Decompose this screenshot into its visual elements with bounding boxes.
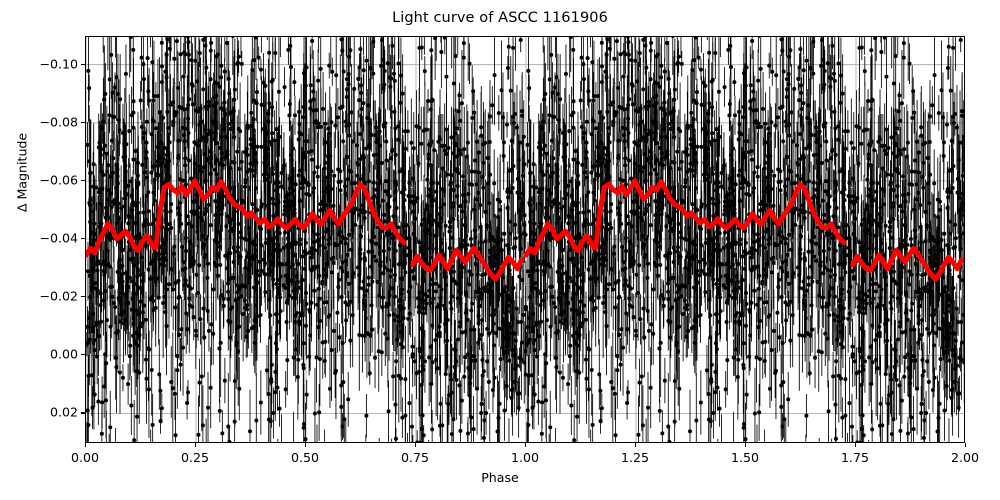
plot-canvas [86, 37, 964, 442]
x-tick-mark [195, 443, 197, 447]
plot-area[interactable] [85, 36, 965, 443]
x-tick-label: 0.25 [180, 450, 210, 465]
x-tick-label: 1.25 [620, 450, 650, 465]
x-tick-mark [635, 443, 637, 447]
x-tick-label: 1.75 [840, 450, 870, 465]
binned-mean-line [86, 178, 964, 282]
y-axis-label: Δ Magnitude [14, 132, 30, 213]
y-tick-label: −0.02 [39, 288, 78, 304]
x-tick-label: 0.75 [400, 450, 430, 465]
x-tick-label: 1.00 [510, 450, 540, 465]
y-tick-label: 0.00 [49, 346, 78, 362]
x-tick-label: 2.00 [950, 450, 980, 465]
x-tick-mark [525, 443, 527, 447]
x-tick-mark [745, 443, 747, 447]
chart-title: Light curve of ASCC 1161906 [392, 10, 608, 26]
y-tick-label: 0.02 [49, 404, 78, 420]
x-tick-label: 0.50 [290, 450, 320, 465]
x-tick-mark [965, 443, 967, 447]
x-tick-mark [855, 443, 857, 447]
x-tick-label: 0.00 [70, 450, 100, 465]
scatter-series-photometry [86, 37, 964, 442]
x-axis-label: Phase [481, 470, 519, 485]
x-tick-label: 1.50 [730, 450, 760, 465]
x-tick-mark [85, 443, 87, 447]
x-tick-mark [305, 443, 307, 447]
x-tick-mark [415, 443, 417, 447]
